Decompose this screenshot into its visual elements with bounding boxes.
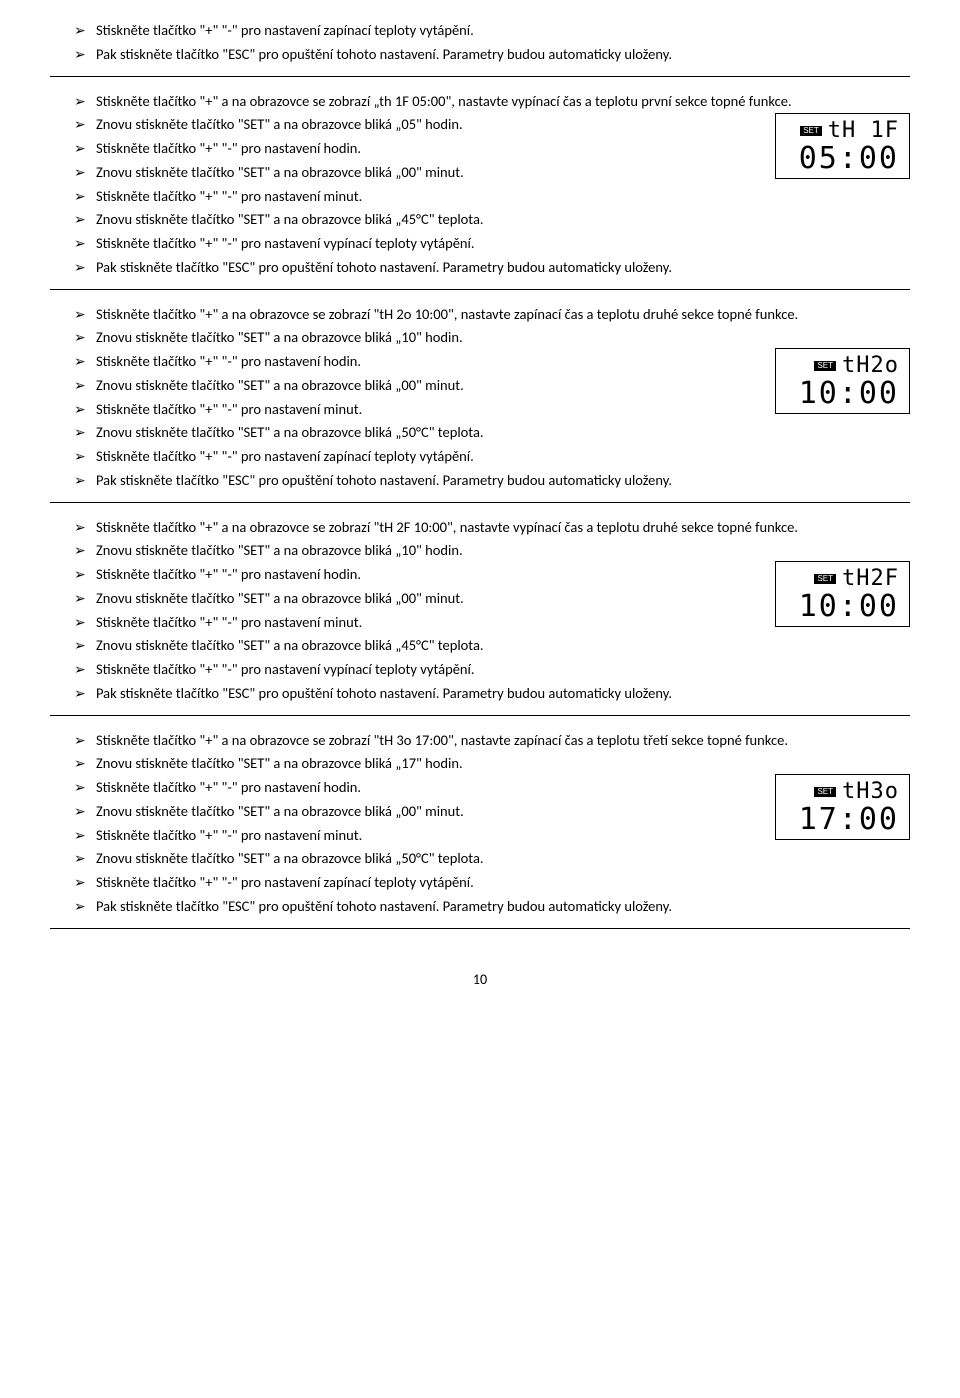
list-item: Znovu stiskněte tlačítko "SET" a na obra… [74,422,910,444]
list-item: Pak stiskněte tlačítko "ESC" pro opuštěn… [74,44,910,66]
list-item: Stiskněte tlačítko "+" a na obrazovce se… [74,517,910,539]
list-item: Stiskněte tlačítko "+" "-" pro nastavení… [74,351,910,373]
list-item: Stiskněte tlačítko "+" "-" pro nastavení… [74,825,910,847]
list-item: Stiskněte tlačítko "+" "-" pro nastavení… [74,872,910,894]
list-item: Stiskněte tlačítko "+" "-" pro nastavení… [74,446,910,468]
list-item: Znovu stiskněte tlačítko "SET" a na obra… [74,327,910,349]
list-item: Znovu stiskněte tlačítko "SET" a na obra… [74,753,910,775]
list-item: Stiskněte tlačítko "+" "-" pro nastavení… [74,564,910,586]
section-0-list: Stiskněte tlačítko "+" "-" pro nastavení… [50,20,910,66]
section-1-list: Stiskněte tlačítko "+" a na obrazovce se… [50,91,910,279]
section-0: Stiskněte tlačítko "+" "-" pro nastavení… [50,20,910,77]
list-item: Znovu stiskněte tlačítko "SET" a na obra… [74,848,910,870]
list-item: Znovu stiskněte tlačítko "SET" a na obra… [74,209,910,231]
list-item: Stiskněte tlačítko "+" a na obrazovce se… [74,91,910,113]
list-item: Znovu stiskněte tlačítko "SET" a na obra… [74,588,910,610]
list-item: Znovu stiskněte tlačítko "SET" a na obra… [74,635,910,657]
list-item: Stiskněte tlačítko "+" "-" pro nastavení… [74,399,910,421]
section-2: SET tH2o 10:00 Stiskněte tlačítko "+" a … [50,304,910,503]
list-item: Pak stiskněte tlačítko "ESC" pro opuštěn… [74,683,910,705]
list-item: Stiskněte tlačítko "+" "-" pro nastavení… [74,138,910,160]
list-item: Znovu stiskněte tlačítko "SET" a na obra… [74,375,910,397]
list-item: Stiskněte tlačítko "+" "-" pro nastavení… [74,612,910,634]
page-number: 10 [50,969,910,990]
list-item: Pak stiskněte tlačítko "ESC" pro opuštěn… [74,257,910,279]
list-item: Stiskněte tlačítko "+" a na obrazovce se… [74,304,910,326]
list-item: Stiskněte tlačítko "+" "-" pro nastavení… [74,659,910,681]
list-item: Pak stiskněte tlačítko "ESC" pro opuštěn… [74,470,910,492]
list-item: Stiskněte tlačítko "+" a na obrazovce se… [74,730,910,752]
list-item: Stiskněte tlačítko "+" "-" pro nastavení… [74,233,910,255]
list-item: Znovu stiskněte tlačítko "SET" a na obra… [74,114,910,136]
list-item: Znovu stiskněte tlačítko "SET" a na obra… [74,540,910,562]
section-1: SET tH 1F 05:00 Stiskněte tlačítko "+" a… [50,91,910,290]
section-4: SET tH3o 17:00 Stiskněte tlačítko "+" a … [50,730,910,929]
list-item: Pak stiskněte tlačítko "ESC" pro opuštěn… [74,896,910,918]
list-item: Stiskněte tlačítko "+" "-" pro nastavení… [74,777,910,799]
list-item: Znovu stiskněte tlačítko "SET" a na obra… [74,801,910,823]
list-item: Znovu stiskněte tlačítko "SET" a na obra… [74,162,910,184]
list-item: Stiskněte tlačítko "+" "-" pro nastavení… [74,186,910,208]
list-item: Stiskněte tlačítko "+" "-" pro nastavení… [74,20,910,42]
section-3: SET tH2F 10:00 Stiskněte tlačítko "+" a … [50,517,910,716]
